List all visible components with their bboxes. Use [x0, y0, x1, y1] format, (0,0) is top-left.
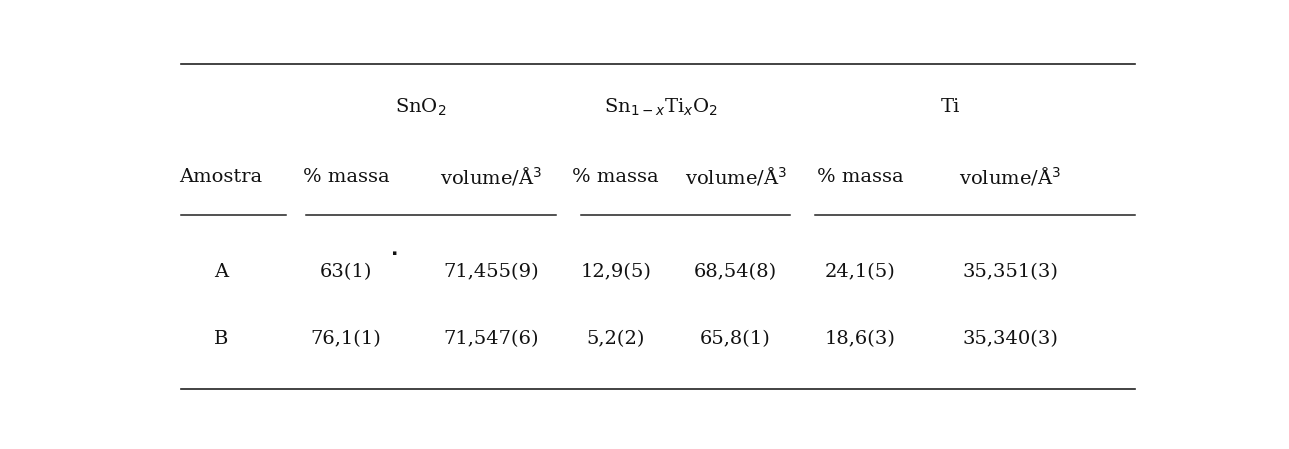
Text: Sn$_{1-x}$Ti$_x$O$_2$: Sn$_{1-x}$Ti$_x$O$_2$	[603, 97, 718, 118]
Text: 12,9(5): 12,9(5)	[580, 263, 651, 281]
Text: % massa: % massa	[817, 167, 904, 185]
Text: 65,8(1): 65,8(1)	[700, 330, 771, 348]
Text: % massa: % massa	[303, 167, 389, 185]
Text: % massa: % massa	[572, 167, 659, 185]
Text: 35,351(3): 35,351(3)	[963, 263, 1058, 281]
Text: SnO$_2$: SnO$_2$	[396, 97, 446, 118]
Text: 18,6(3): 18,6(3)	[825, 330, 896, 348]
Text: 35,340(3): 35,340(3)	[963, 330, 1058, 348]
Text: 63(1): 63(1)	[320, 263, 373, 281]
Text: B: B	[214, 330, 228, 348]
Text: 5,2(2): 5,2(2)	[586, 330, 644, 348]
Text: 71,547(6): 71,547(6)	[443, 330, 539, 348]
Text: Ti: Ti	[941, 98, 960, 116]
Text: volume/Å$^3$: volume/Å$^3$	[684, 165, 786, 188]
Text: Amostra: Amostra	[179, 167, 263, 185]
Text: 24,1(5): 24,1(5)	[825, 263, 896, 281]
Text: A: A	[214, 263, 228, 281]
Text: $\mathbf{\cdot}$: $\mathbf{\cdot}$	[391, 244, 397, 262]
Text: 71,455(9): 71,455(9)	[443, 263, 539, 281]
Text: 76,1(1): 76,1(1)	[311, 330, 382, 348]
Text: 68,54(8): 68,54(8)	[693, 263, 777, 281]
Text: volume/Å$^3$: volume/Å$^3$	[959, 165, 1061, 188]
Text: volume/Å$^3$: volume/Å$^3$	[440, 165, 541, 188]
